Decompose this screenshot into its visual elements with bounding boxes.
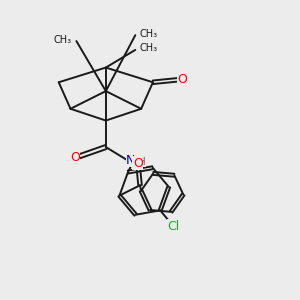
Text: Cl: Cl — [167, 220, 180, 233]
Text: O: O — [133, 157, 143, 170]
Text: N: N — [126, 154, 136, 167]
Text: CH₃: CH₃ — [140, 29, 158, 39]
Text: CH₃: CH₃ — [140, 44, 158, 53]
Text: H: H — [138, 157, 146, 167]
Text: CH₃: CH₃ — [54, 34, 72, 45]
Text: O: O — [70, 151, 80, 164]
Text: O: O — [178, 73, 187, 86]
